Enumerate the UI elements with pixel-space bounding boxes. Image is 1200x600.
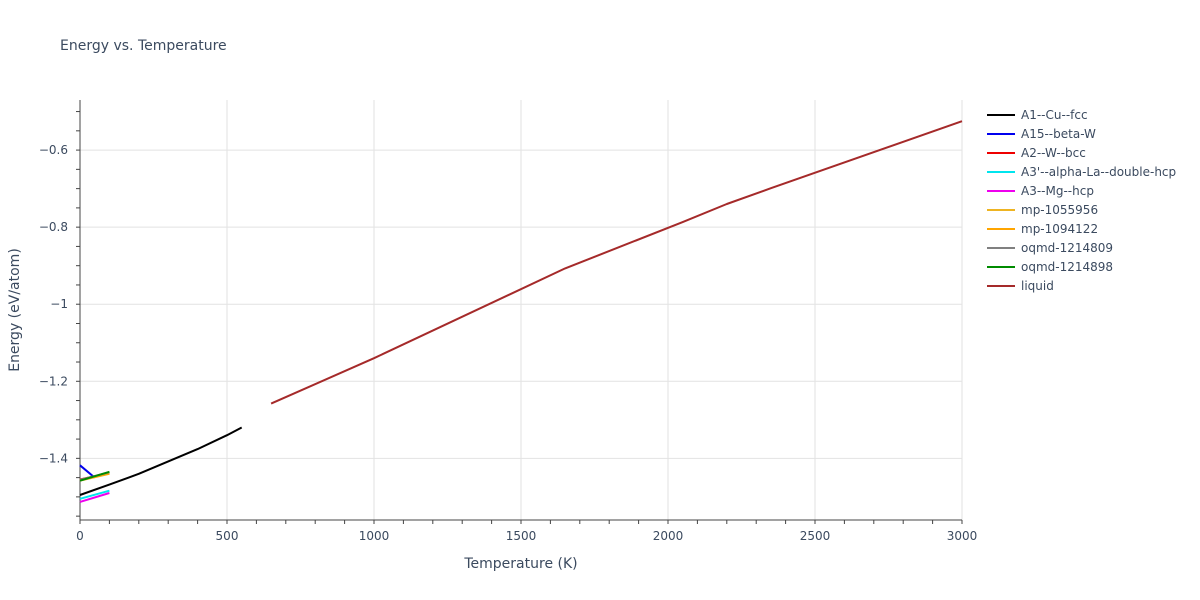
chart-title: Energy vs. Temperature — [60, 38, 227, 54]
legend-item-label[interactable]: A1--Cu--fcc — [1021, 108, 1088, 122]
legend-item-label[interactable]: oqmd-1214898 — [1021, 260, 1113, 274]
plot-area — [79, 120, 963, 503]
legend-item-label[interactable]: A3'--alpha-La--double-hcp — [1021, 165, 1176, 179]
series-line — [79, 470, 110, 482]
legend-item-label[interactable]: oqmd-1214809 — [1021, 241, 1113, 255]
x-axis-title: Temperature (K) — [463, 556, 577, 572]
grid — [80, 100, 963, 520]
y-tick-label: −0.8 — [39, 220, 68, 234]
legend: A1--Cu--fcc A15--beta-W A2--W--bcc A3'--alp… — [987, 108, 1176, 293]
legend-item-label[interactable]: mp-1094122 — [1021, 222, 1098, 236]
legend-item-label[interactable]: A2--W--bcc — [1021, 146, 1086, 160]
series-line — [79, 464, 96, 479]
series-line — [79, 489, 110, 500]
x-tick-label: 500 — [216, 529, 239, 543]
x-tick-label: 1500 — [506, 529, 537, 543]
legend-item-label[interactable]: A15--beta-W — [1021, 127, 1096, 141]
x-tick-label: 0 — [76, 529, 84, 543]
x-tick-label: 3000 — [947, 529, 978, 543]
series-line — [270, 120, 963, 405]
legend-item-label[interactable]: liquid — [1021, 279, 1054, 293]
x-tick-label: 1000 — [359, 529, 390, 543]
x-tick-label: 2500 — [800, 529, 831, 543]
series-line — [79, 426, 243, 496]
axes: 0 500 1000 1500 2000 2500 3000 −1.4 −1.2 −1 −0.8 −0… — [39, 100, 977, 543]
x-tick-label: 2000 — [653, 529, 684, 543]
y-tick-label: −1.4 — [39, 451, 68, 465]
y-tick-label: −0.6 — [39, 143, 68, 157]
legend-item-label[interactable]: mp-1055956 — [1021, 203, 1098, 217]
y-tick-label: −1 — [50, 297, 68, 311]
legend-item-label[interactable]: A3--Mg--hcp — [1021, 184, 1094, 198]
y-axis-title: Energy (eV/atom) — [7, 248, 23, 372]
series-line — [79, 492, 110, 503]
y-tick-label: −1.2 — [39, 374, 68, 388]
